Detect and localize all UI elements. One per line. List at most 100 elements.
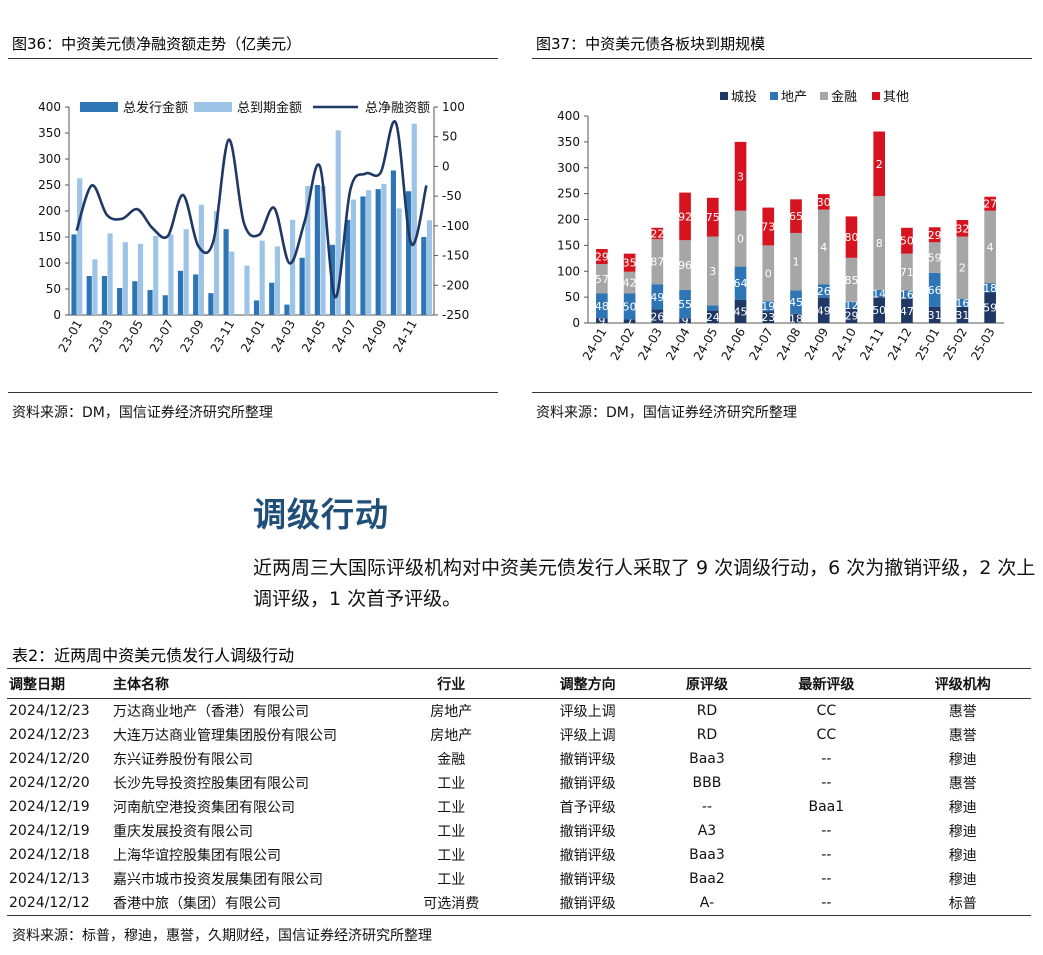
x-tick-label: 25-01 [913,326,943,363]
stacked-bar-segment [817,209,830,285]
segment-value-label: 45 [734,305,748,318]
table-row: 2024/12/18 上海华谊控股集团有限公司 工业 撤销评级 Baa3 -- 穆迪 [7,843,1031,867]
bar-issue [208,293,214,315]
legend-label: 总到期金额 [237,100,302,116]
left-tick-label: 350 [38,126,61,140]
figure-37-top-rule [532,58,1032,59]
bar-maturity [350,199,357,315]
legend-label: 城投 [731,89,757,105]
table-bottom-rule [7,915,1031,916]
bar-maturity [320,186,326,315]
x-tick-label: 23-11 [208,318,238,355]
stacked-bar-segment [706,305,719,311]
bar-issue [375,189,381,315]
table-cell: 2024/12/23 [9,703,90,719]
header-original-rating: 原评级 [685,677,728,693]
segment-value-label: 31 [928,309,942,322]
stacked-bar-segment [734,266,747,300]
table-cell: 东兴证券股份有限公司 [113,752,253,768]
header-direction: 调整方向 [559,677,616,693]
legend-label: 总发行金额 [123,100,188,116]
x-tick-label: 24-08 [774,326,804,363]
table-cell: -- [821,775,832,791]
table-cell: 穆迪 [948,872,977,888]
table-cell: 工业 [437,872,466,888]
stacked-bar-segment [679,192,691,241]
figure-36-source: 资料来源：DM，国信证券经济研究所整理 [12,405,273,421]
segment-value-label: 29 [844,309,858,322]
segment-value-label: 66 [928,284,942,297]
right-tick-label: 0 [442,159,450,173]
segment-value-label: 57 [595,273,609,286]
stacked-bar-segment [956,306,969,323]
bar-issue [269,282,275,315]
table-cell: Baa3 [689,847,725,863]
x-tick-label: 24-03 [269,318,299,355]
bar-maturity [137,243,144,315]
table-cell: A3 [697,823,717,839]
bar-issue [406,191,412,315]
stacked-bar-segment [956,298,969,307]
x-tick-label: 24-06 [719,326,749,363]
bar-maturity [229,251,235,315]
table-cell: BBB [692,775,722,791]
segment-value-label: 29 [928,229,942,242]
x-tick-label: 24-05 [691,326,721,363]
right-tick-label: -50 [442,189,462,203]
y-tick-label: 250 [557,187,580,201]
x-tick-label: 24-09 [802,326,832,363]
table-cell: -- [821,847,832,863]
x-tick-label: 24-07 [329,318,359,355]
bar-issue [86,276,92,315]
segment-value-label: 32 [955,222,969,235]
segment-value-label: 50 [900,235,914,248]
table-cell: 首予评级 [559,800,616,816]
table-cell: 2024/12/19 [9,799,90,815]
segment-value-label: 0 [765,267,772,280]
stacked-bar-segment [901,290,913,299]
x-tick-label: 24-01 [238,318,268,355]
segment-value-label: 16 [900,289,914,302]
legend-label: 金融 [831,89,857,105]
right-tick-label: -200 [442,278,469,292]
right-tick-label: -150 [442,249,469,263]
bar-maturity [183,229,189,315]
header-industry: 行业 [437,677,466,693]
bar-maturity [305,186,311,315]
table-cell: RD [696,727,718,743]
segment-value-label: 19 [761,300,775,313]
table-cell: 可选消费 [423,896,480,912]
y-tick-label: 100 [557,264,580,278]
header-latest-rating: 最新评级 [798,677,855,693]
stacked-bar-segment [623,253,636,272]
y-tick-label: 0 [572,316,580,330]
segment-value-label: 16 [955,297,969,310]
table-cell: 2024/12/20 [9,751,90,767]
segment-value-label: 48 [595,300,609,313]
bar-maturity [426,220,433,315]
stacked-bar-segment [790,199,802,233]
x-tick-label: 24-01 [580,326,610,363]
bar-maturity [259,240,265,315]
legend-bar-swatch [80,102,118,112]
bar-issue [147,290,153,315]
stacked-bar-segment [762,301,775,312]
right-tick-label: -100 [442,219,469,233]
figure-37-chart: 050100150200250300350400948572924-017504… [557,89,1004,363]
figure-36-top-rule [8,58,498,59]
segment-value-label: 73 [761,220,775,233]
stacked-bar-segment [956,220,969,237]
segment-value-label: 12 [844,299,858,312]
bar-issue [117,287,123,315]
section-paragraph: 近两周三大国际评级机构对中资美元债发行人采取了 9 次调级行动，6 次为撤销评级… [253,557,1036,610]
x-tick-label: 24-10 [830,326,860,363]
figure-36-title: 图36：中资美元债净融资额走势（亿美元） [12,35,302,53]
table-cell: 穆迪 [948,848,977,864]
left-tick-label: 300 [38,152,61,166]
segment-value-label: 64 [734,277,748,290]
left-tick-label: 400 [38,100,61,114]
table-cell: A- [699,895,715,911]
stacked-bar-segment [651,239,664,285]
table-cell: 2024/12/23 [9,727,90,743]
header-date: 调整日期 [9,677,65,693]
